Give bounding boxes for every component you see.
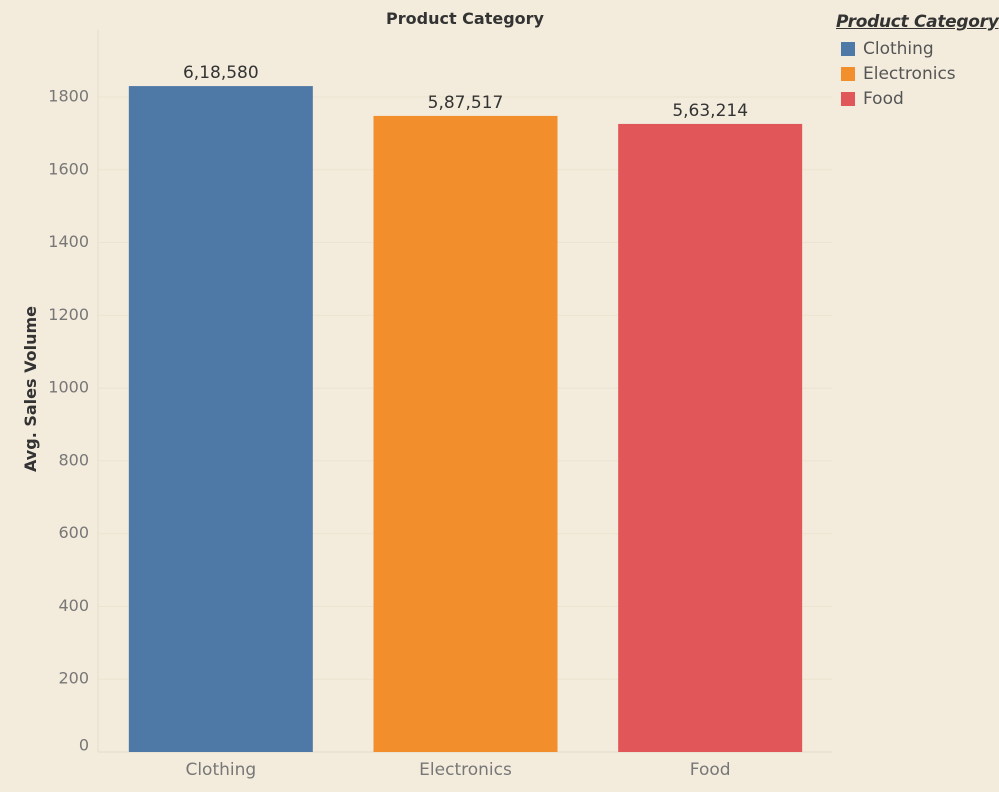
y-tick-label-1: 200 [58, 669, 89, 688]
data-labels: 6,18,580 5,87,517 5,63,214 [183, 63, 748, 121]
legend-swatch-clothing [841, 41, 855, 56]
legend-label-food: Food [863, 88, 904, 109]
bar-food[interactable] [618, 123, 803, 752]
legend-item-clothing[interactable]: Clothing [836, 36, 999, 61]
y-axis-label: Avg. Sales Volume [21, 306, 40, 472]
legend: Product Category Clothing Electronics Food [836, 12, 999, 111]
legend-swatch-electronics [841, 66, 855, 81]
bar-clothing[interactable] [128, 86, 313, 753]
legend-item-food[interactable]: Food [836, 86, 999, 111]
x-tick-label-food: Food [690, 760, 731, 780]
x-tick-label-clothing: Clothing [185, 760, 256, 780]
legend-items: Clothing Electronics Food [836, 36, 999, 111]
legend-item-electronics[interactable]: Electronics [836, 61, 999, 86]
bars [128, 86, 803, 753]
y-tick-label-0: 0 [79, 736, 89, 755]
legend-label-clothing: Clothing [863, 38, 934, 59]
y-tick-label-7: 1400 [48, 232, 89, 251]
y-tick-label-4: 800 [58, 450, 89, 469]
y-tick-labels: 0 200 400 600 800 1000 1200 1400 1600 1800 [48, 87, 89, 755]
y-tick-label-5: 1000 [48, 378, 89, 397]
legend-label-electronics: Electronics [863, 63, 956, 84]
bar-electronics[interactable] [373, 115, 558, 752]
chart-title: Product Category [386, 9, 545, 28]
data-label-clothing: 6,18,580 [183, 63, 259, 83]
x-tick-labels: Clothing Electronics Food [185, 760, 730, 780]
y-tick-label-2: 400 [58, 596, 89, 615]
y-tick-label-8: 1600 [48, 159, 89, 178]
legend-title: Product Category [836, 12, 999, 32]
legend-swatch-food [841, 91, 855, 106]
x-tick-label-electronics: Electronics [419, 760, 512, 780]
data-label-electronics: 5,87,517 [428, 93, 504, 113]
y-tick-label-6: 1200 [48, 305, 89, 324]
y-tick-label-9: 1800 [48, 87, 89, 106]
data-label-food: 5,63,214 [672, 101, 748, 121]
y-tick-label-3: 600 [58, 523, 89, 542]
